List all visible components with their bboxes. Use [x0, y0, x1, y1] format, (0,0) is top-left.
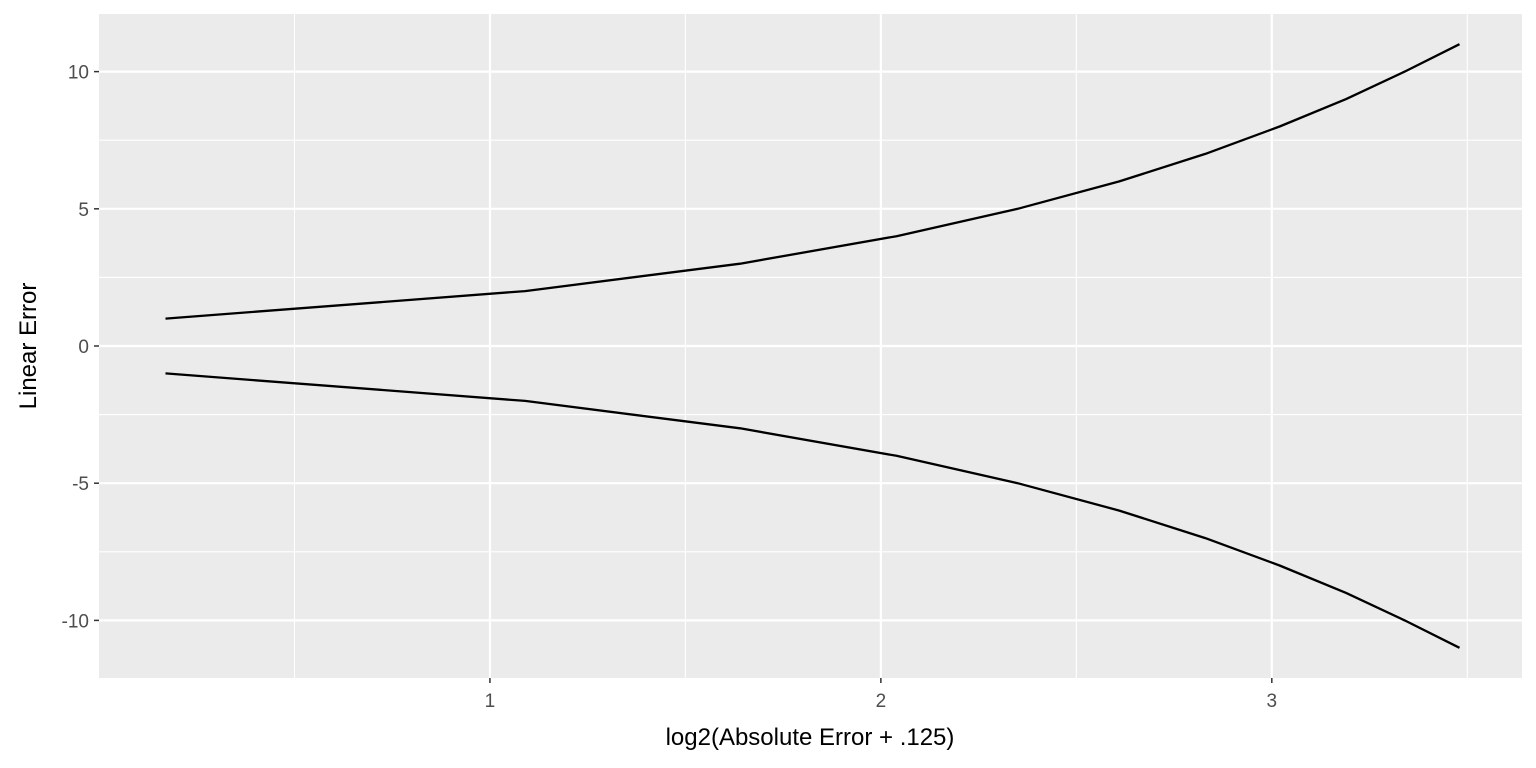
x-tick-label: 2 — [876, 691, 887, 712]
y-tick-label: 10 — [68, 63, 89, 84]
series-line-1 — [165, 43, 1461, 320]
y-tick-label: 0 — [78, 337, 89, 358]
series-line-2 — [165, 372, 1461, 649]
x-tick-label: 1 — [485, 691, 496, 712]
y-axis-title: Linear Error — [15, 283, 42, 410]
y-tick-label: 5 — [78, 200, 89, 221]
series-lines — [165, 43, 1461, 649]
x-axis-title: log2(Absolute Error + .125) — [666, 724, 955, 751]
y-tick-label: -10 — [62, 611, 89, 632]
major-gridlines — [99, 14, 1522, 678]
x-tick-label: 3 — [1267, 691, 1278, 712]
x-axis-ticks: 1 2 3 — [485, 678, 1277, 712]
y-tick-label: -5 — [72, 474, 89, 495]
y-axis-ticks: 10 5 0 -5 -10 — [62, 63, 99, 632]
